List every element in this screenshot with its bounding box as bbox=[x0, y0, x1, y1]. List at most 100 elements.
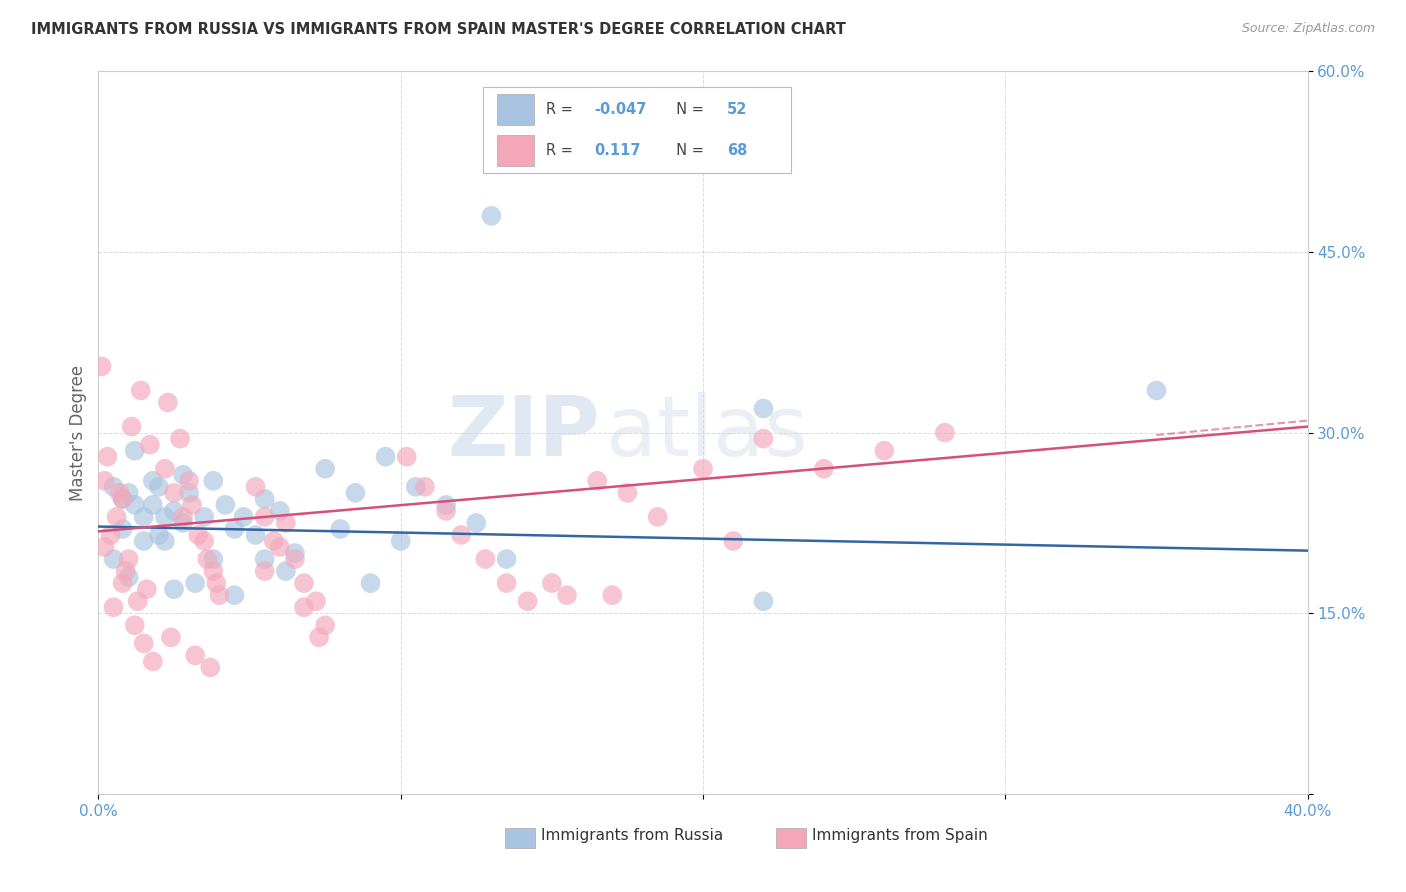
Point bbox=[934, 425, 956, 440]
Point bbox=[540, 576, 562, 591]
Point bbox=[132, 510, 155, 524]
Point bbox=[389, 533, 412, 548]
Point bbox=[516, 594, 538, 608]
Point bbox=[100, 528, 122, 542]
Point bbox=[163, 582, 186, 596]
Point bbox=[269, 504, 291, 518]
Point bbox=[135, 582, 157, 596]
Point bbox=[142, 655, 165, 669]
Point bbox=[263, 533, 285, 548]
Point bbox=[103, 480, 125, 494]
Point bbox=[274, 564, 297, 578]
Point bbox=[132, 533, 155, 548]
Point bbox=[481, 209, 503, 223]
Point bbox=[274, 516, 297, 530]
Point bbox=[181, 498, 204, 512]
Point bbox=[172, 516, 194, 530]
Point bbox=[1144, 384, 1167, 398]
Point bbox=[202, 474, 225, 488]
Text: 68: 68 bbox=[727, 143, 748, 158]
Point bbox=[93, 540, 115, 554]
Point bbox=[184, 648, 207, 663]
Point bbox=[224, 588, 246, 602]
Point bbox=[111, 576, 134, 591]
Text: Immigrants from Spain: Immigrants from Spain bbox=[811, 829, 987, 843]
Point bbox=[172, 467, 194, 482]
Point bbox=[245, 480, 267, 494]
Text: N =: N = bbox=[666, 102, 709, 117]
Point bbox=[434, 498, 457, 512]
Point bbox=[139, 438, 162, 452]
Point bbox=[200, 660, 222, 674]
Point bbox=[647, 510, 669, 524]
Point bbox=[284, 546, 307, 560]
Point bbox=[111, 522, 134, 536]
Point bbox=[179, 474, 201, 488]
Point bbox=[232, 510, 254, 524]
Point bbox=[253, 564, 276, 578]
FancyBboxPatch shape bbox=[505, 828, 534, 848]
Point bbox=[308, 630, 330, 644]
Point bbox=[224, 522, 246, 536]
Point bbox=[195, 552, 218, 566]
Point bbox=[111, 491, 134, 506]
Point bbox=[118, 552, 141, 566]
Point bbox=[105, 510, 128, 524]
Point bbox=[495, 552, 517, 566]
Text: -0.047: -0.047 bbox=[595, 102, 647, 117]
Point bbox=[395, 450, 418, 464]
Point bbox=[108, 485, 131, 500]
Point bbox=[96, 450, 118, 464]
Point bbox=[465, 516, 488, 530]
Point bbox=[153, 533, 176, 548]
Text: IMMIGRANTS FROM RUSSIA VS IMMIGRANTS FROM SPAIN MASTER'S DEGREE CORRELATION CHAR: IMMIGRANTS FROM RUSSIA VS IMMIGRANTS FRO… bbox=[31, 22, 846, 37]
Point bbox=[179, 485, 201, 500]
Point bbox=[202, 564, 225, 578]
Point bbox=[474, 552, 496, 566]
Point bbox=[205, 576, 228, 591]
Point bbox=[752, 594, 775, 608]
Point bbox=[118, 485, 141, 500]
Point bbox=[142, 498, 165, 512]
Point bbox=[142, 474, 165, 488]
Point bbox=[127, 594, 149, 608]
Point bbox=[616, 485, 638, 500]
Point bbox=[193, 510, 215, 524]
Point bbox=[114, 564, 136, 578]
Point bbox=[305, 594, 328, 608]
Point bbox=[752, 136, 775, 151]
Point bbox=[405, 480, 427, 494]
Point bbox=[163, 504, 186, 518]
Point bbox=[450, 528, 472, 542]
Text: Immigrants from Russia: Immigrants from Russia bbox=[541, 829, 723, 843]
Point bbox=[156, 395, 179, 409]
Point bbox=[813, 462, 835, 476]
Point bbox=[253, 510, 276, 524]
Point bbox=[434, 504, 457, 518]
FancyBboxPatch shape bbox=[482, 87, 792, 172]
FancyBboxPatch shape bbox=[498, 136, 534, 166]
Y-axis label: Master's Degree: Master's Degree bbox=[69, 365, 87, 500]
Point bbox=[103, 552, 125, 566]
Point bbox=[253, 491, 276, 506]
FancyBboxPatch shape bbox=[776, 828, 806, 848]
Point bbox=[172, 510, 194, 524]
Point bbox=[148, 528, 170, 542]
Point bbox=[214, 498, 236, 512]
Point bbox=[555, 588, 578, 602]
Point bbox=[495, 576, 517, 591]
Point bbox=[153, 510, 176, 524]
Point bbox=[124, 618, 146, 632]
Point bbox=[163, 485, 186, 500]
Text: 0.117: 0.117 bbox=[595, 143, 641, 158]
Point bbox=[93, 474, 115, 488]
Point bbox=[292, 576, 315, 591]
Point bbox=[187, 528, 209, 542]
Point bbox=[253, 552, 276, 566]
Point bbox=[602, 588, 624, 602]
Point bbox=[344, 485, 367, 500]
Point bbox=[692, 462, 714, 476]
Point bbox=[124, 443, 146, 458]
Point bbox=[129, 384, 152, 398]
Point bbox=[269, 540, 291, 554]
